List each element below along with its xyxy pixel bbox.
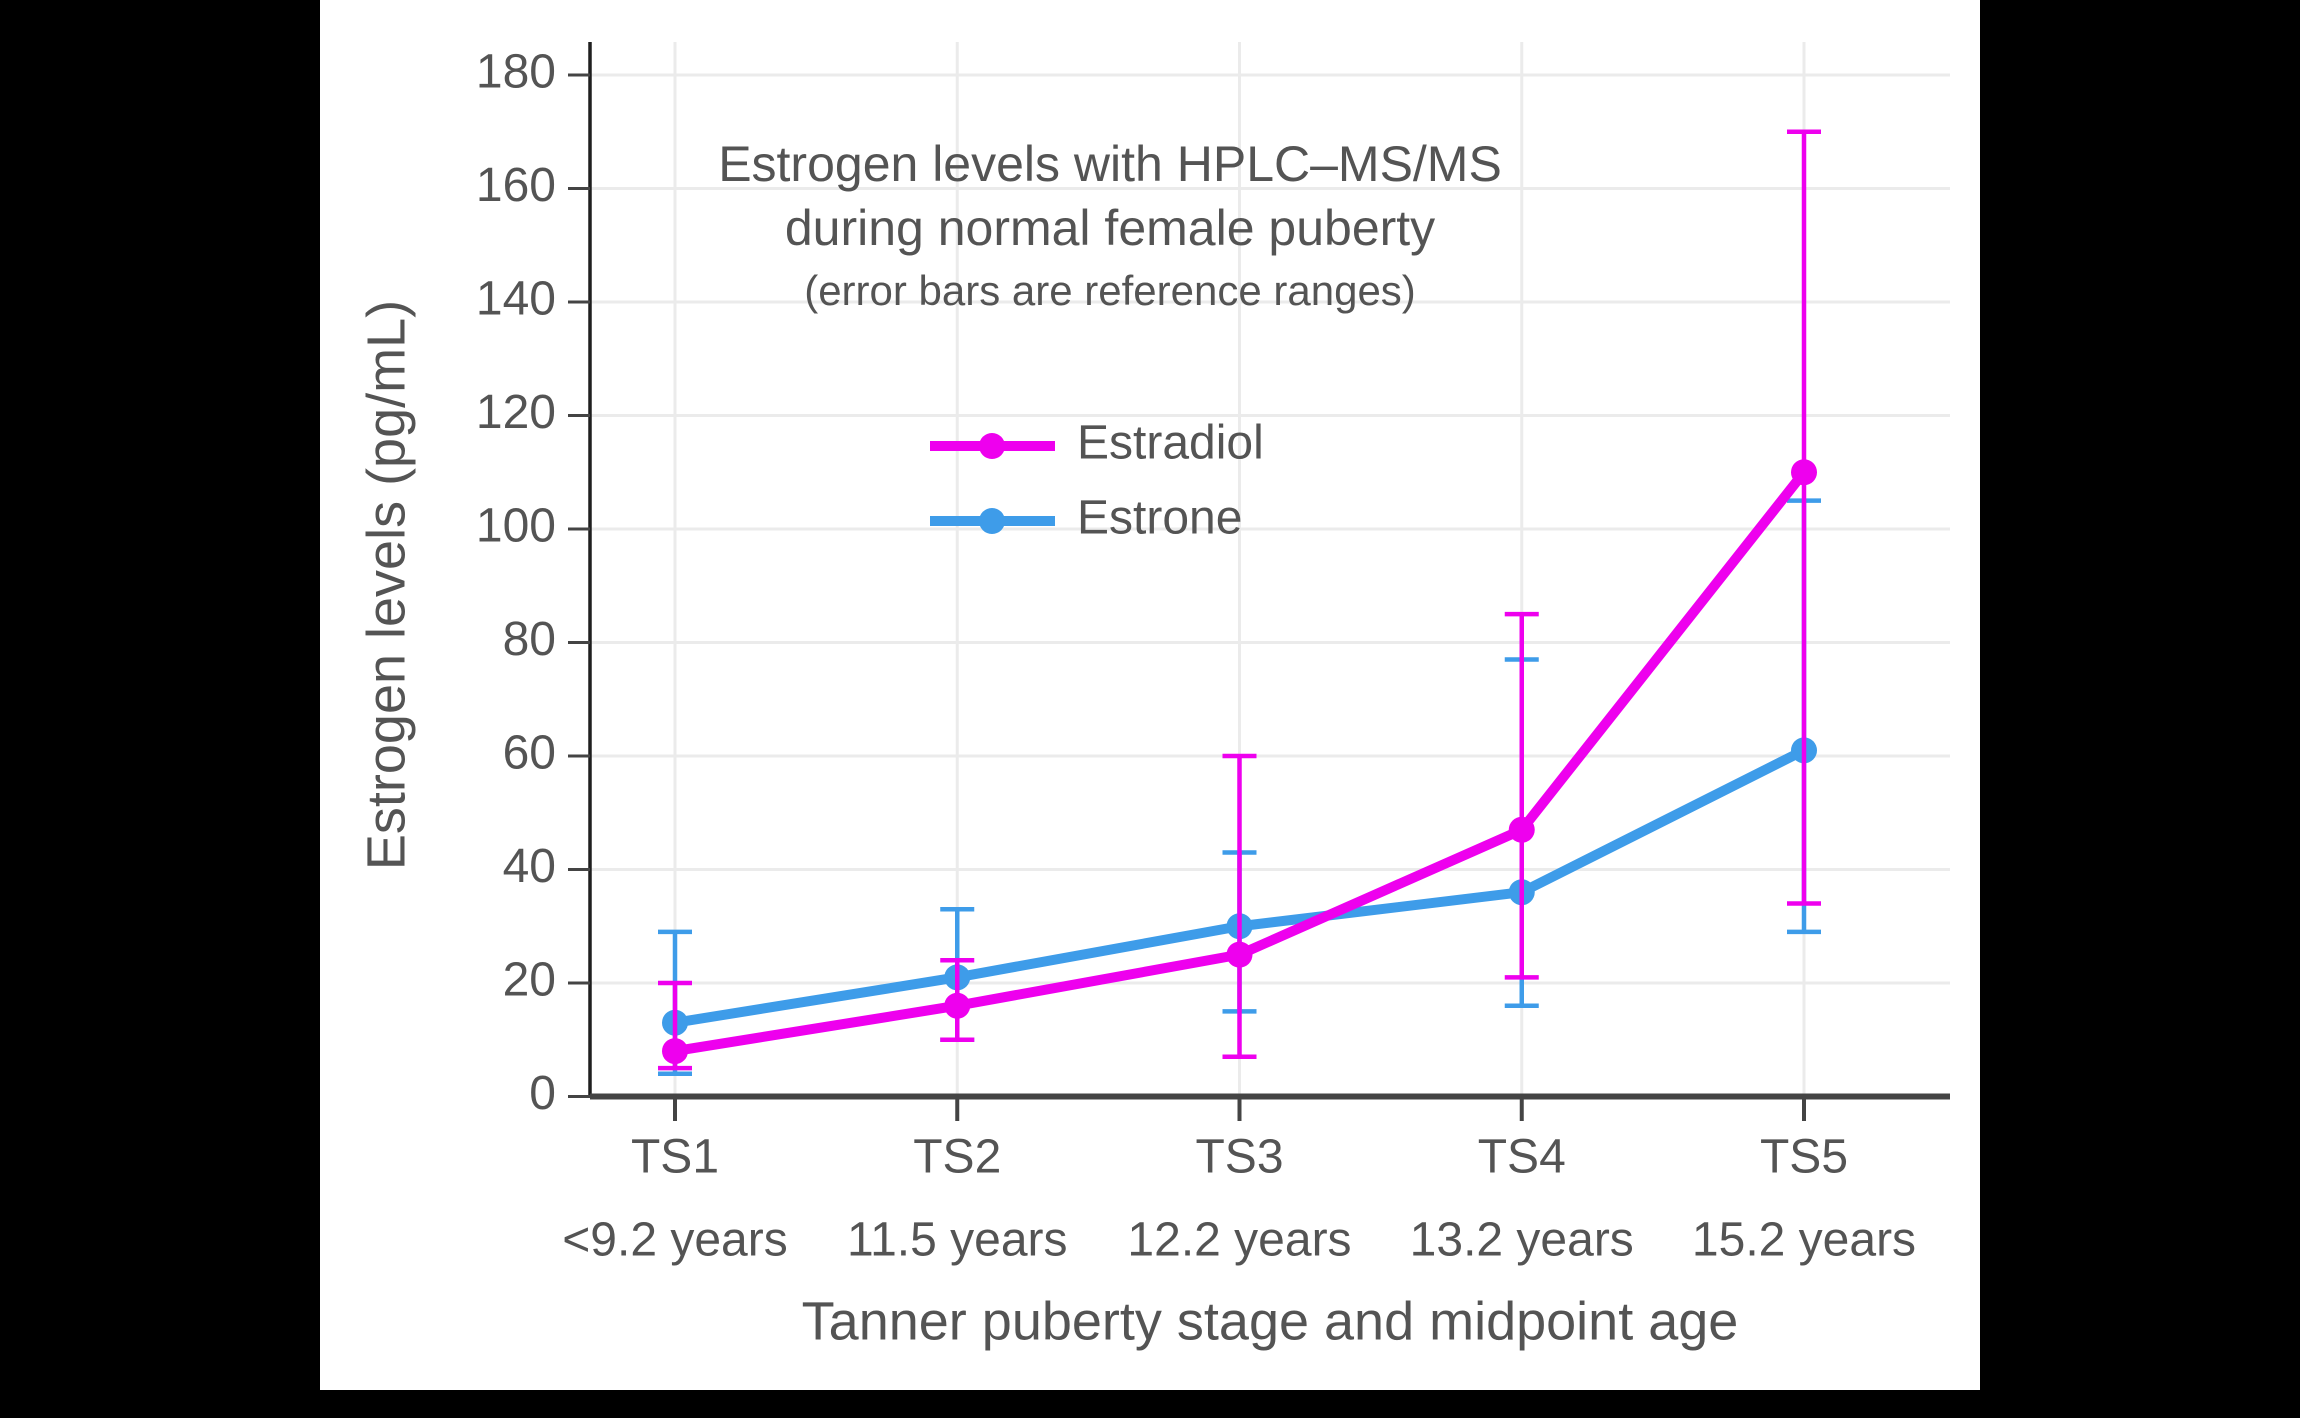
y-tick-label-160: 160 [476, 159, 556, 212]
y-tick-label-120: 120 [476, 386, 556, 439]
y-tick-label-20: 20 [503, 954, 556, 1007]
legend-label-estrone: Estrone [1077, 492, 1242, 545]
x-tick-label-TS5: TS5 [1760, 1131, 1848, 1184]
y-tick-label-80: 80 [503, 613, 556, 666]
chart-title-line2: during normal female puberty [785, 200, 1435, 256]
legend-entry-estradiol: Estradiol [930, 417, 1264, 470]
y-tick-label-0: 0 [529, 1067, 556, 1120]
y-tick-label-180: 180 [476, 46, 556, 99]
chart-title-line1: Estrogen levels with HPLC–MS/MS [718, 136, 1502, 192]
x-axis-title: Tanner puberty stage and midpoint age [802, 1291, 1739, 1351]
legend-entry-estrone: Estrone [930, 492, 1242, 545]
chart-subtitle: (error bars are reference ranges) [804, 267, 1416, 314]
y-tick-label-100: 100 [476, 500, 556, 553]
x-tick-sublabel-TS3: 12.2 years [1127, 1214, 1351, 1267]
x-tick-label-TS3: TS3 [1195, 1131, 1283, 1184]
legend-swatch-dot [979, 433, 1005, 459]
x-tick-label-TS2: TS2 [913, 1131, 1001, 1184]
x-axis-ticks: TS1 <9.2 years TS2 11.5 years TS3 12.2 years T… [562, 1099, 1916, 1267]
y-tick-label-60: 60 [503, 727, 556, 780]
legend-label-estradiol: Estradiol [1077, 417, 1264, 470]
chart-legend: Estradiol Estrone [930, 417, 1264, 545]
x-tick-sublabel-TS1: <9.2 years [562, 1214, 787, 1267]
x-tick-label-TS4: TS4 [1478, 1131, 1566, 1184]
x-tick-sublabel-TS4: 13.2 years [1410, 1214, 1634, 1267]
legend-swatch-dot [979, 508, 1005, 534]
data-point-estradiol-TS2 [944, 992, 971, 1019]
horizontal-gridlines [590, 73, 1950, 985]
y-tick-label-140: 140 [476, 273, 556, 326]
chart-panel: 0 20 40 60 80 100 120 140 160 180 TS1 <9.2 years TS… [320, 0, 1980, 1390]
data-series-layer [658, 129, 1821, 1077]
data-point-estradiol-TS3 [1226, 941, 1253, 968]
data-point-estradiol-TS5 [1791, 459, 1817, 486]
data-point-estradiol-TS4 [1508, 816, 1535, 843]
series-estradiol [658, 129, 1821, 1071]
y-tick-label-40: 40 [503, 840, 556, 893]
x-tick-sublabel-TS5: 15.2 years [1692, 1214, 1916, 1267]
data-point-estradiol-TS1 [662, 1038, 688, 1065]
y-axis-ticks: 0 20 40 60 80 100 120 140 160 180 [476, 46, 590, 1120]
y-axis-title: Estrogen levels (pg/mL) [356, 300, 416, 870]
x-tick-sublabel-TS2: 11.5 years [847, 1214, 1068, 1267]
x-tick-label-TS1: TS1 [631, 1131, 719, 1184]
